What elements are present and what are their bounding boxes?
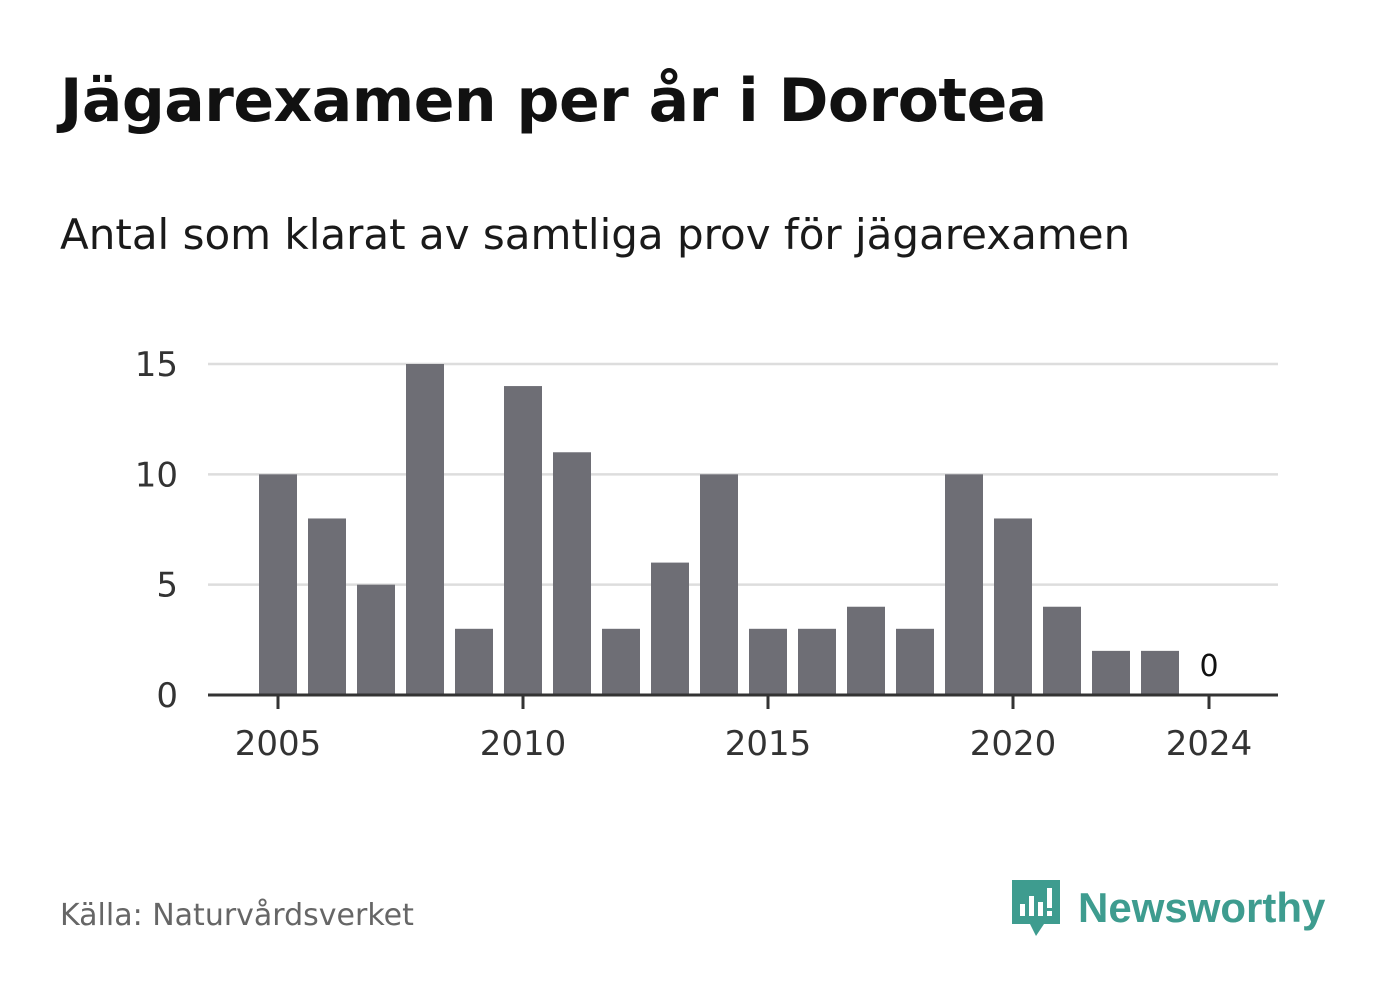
x-tick-label: 2024 — [1166, 724, 1253, 764]
bar — [602, 628, 640, 695]
x-tick-label: 2020 — [970, 724, 1057, 764]
brand-logo: Newsworthy — [1010, 878, 1325, 938]
x-tick-label: 2010 — [480, 724, 567, 764]
bar — [749, 628, 787, 695]
bar — [1092, 650, 1130, 695]
data-label: 0 — [1199, 649, 1218, 684]
bar — [1043, 606, 1081, 695]
brand-name: Newsworthy — [1078, 884, 1326, 931]
source-note: Källa: Naturvårdsverket — [60, 898, 414, 933]
bar — [308, 518, 346, 695]
bar — [896, 628, 934, 695]
bar — [1141, 650, 1179, 695]
bar — [553, 452, 591, 695]
x-tick-label: 2015 — [725, 724, 812, 764]
bar — [455, 628, 493, 695]
x-tick-label: 2005 — [235, 724, 322, 764]
bar — [798, 628, 836, 695]
y-tick-label: 15 — [135, 345, 178, 385]
chart-title: Jägarexamen per år i Dorotea — [60, 66, 1047, 136]
y-tick-label: 0 — [156, 676, 178, 716]
y-tick-label: 10 — [135, 455, 178, 495]
bar — [406, 364, 444, 695]
bar — [847, 606, 885, 695]
newsworthy-logo-icon — [1012, 880, 1060, 936]
bars — [259, 364, 1179, 695]
bar — [357, 584, 395, 695]
chart-subtitle: Antal som klarat av samtliga prov för jä… — [60, 210, 1131, 259]
bar — [504, 386, 542, 695]
bar — [945, 474, 983, 695]
bar — [259, 474, 297, 695]
bar — [994, 518, 1032, 695]
y-tick-label: 5 — [156, 566, 178, 606]
bar — [700, 474, 738, 695]
axes: 0 5 10 15 2005 2010 2015 2020 2024 0 — [135, 345, 1278, 764]
bar — [651, 562, 689, 695]
grid-lines — [208, 362, 1278, 586]
